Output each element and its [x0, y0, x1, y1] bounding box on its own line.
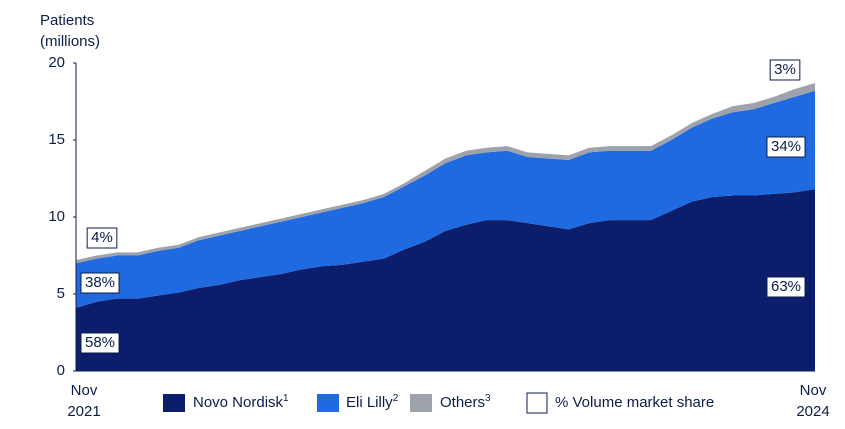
share-box: [769, 59, 801, 81]
legend-swatch: [526, 392, 548, 414]
legend-footnote: 2: [393, 393, 399, 404]
legend-label: % Volume market share: [555, 394, 714, 411]
legend-swatch: [410, 394, 432, 412]
legend-label: Eli Lilly2: [346, 393, 399, 411]
share-text: 58%: [85, 334, 115, 351]
legend-label: Novo Nordisk1: [193, 393, 289, 411]
x-tick-label: Nov 2024: [796, 382, 830, 420]
legend-label: Others3: [440, 393, 491, 411]
legend-swatch: [163, 394, 185, 412]
share-label: 4%: [86, 227, 118, 249]
share-text: 38%: [85, 274, 115, 291]
y-tick-label: 5: [57, 285, 65, 302]
share-label: 63%: [766, 276, 806, 298]
share-box: [766, 136, 806, 158]
share-box: [80, 332, 120, 354]
share-text: 3%: [774, 61, 796, 78]
legend-swatch: [317, 394, 339, 412]
legend-footnote: 1: [283, 393, 289, 404]
share-label: 38%: [80, 272, 120, 294]
legend-footnote: 3: [485, 393, 491, 404]
share-box: [80, 272, 120, 294]
x-tick-label: Nov 2021: [67, 382, 101, 420]
y-tick-label: 10: [48, 208, 65, 225]
y-tick-label: 20: [48, 54, 65, 71]
share-box: [766, 276, 806, 298]
y-axis-title: Patients (millions): [40, 12, 100, 50]
share-text: 34%: [771, 138, 801, 155]
share-label: 34%: [766, 136, 806, 158]
legend-name: Others: [440, 394, 485, 411]
share-text: 63%: [771, 278, 801, 295]
share-label: 3%: [769, 59, 801, 81]
legend-name: Eli Lilly: [346, 394, 393, 411]
area: [76, 189, 815, 371]
legend-name: Novo Nordisk: [193, 394, 284, 411]
y-tick-label: 0: [57, 362, 65, 379]
share-text: 4%: [91, 229, 113, 246]
share-box: [86, 227, 118, 249]
area: [76, 90, 815, 308]
y-tick-label: 15: [48, 131, 65, 148]
share-label: 58%: [80, 332, 120, 354]
